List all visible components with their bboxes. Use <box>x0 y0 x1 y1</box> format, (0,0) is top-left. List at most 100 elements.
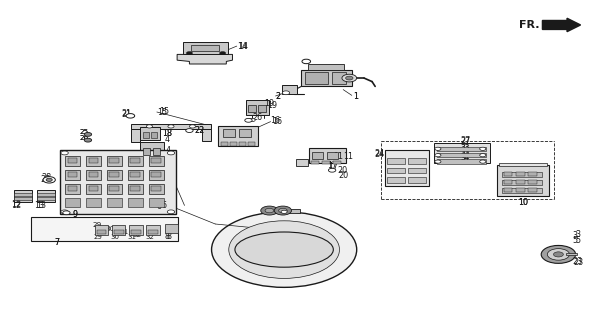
Text: 3: 3 <box>576 230 581 239</box>
Bar <box>14 190 32 202</box>
Text: 10: 10 <box>518 198 528 207</box>
Text: 22: 22 <box>194 126 205 135</box>
Text: 31: 31 <box>128 234 137 240</box>
Bar <box>246 100 269 115</box>
Text: 28: 28 <box>42 173 52 182</box>
Text: 1: 1 <box>353 92 358 100</box>
Text: 4: 4 <box>165 135 170 144</box>
Text: 22: 22 <box>194 126 205 135</box>
Bar <box>114 230 124 234</box>
Bar <box>202 129 211 141</box>
Bar <box>191 45 219 51</box>
Bar <box>65 184 80 194</box>
Bar <box>504 180 512 184</box>
Bar <box>37 197 55 200</box>
Text: 28: 28 <box>40 175 50 184</box>
Bar <box>408 177 426 183</box>
Text: 15: 15 <box>157 108 167 116</box>
Bar <box>312 152 323 159</box>
Bar <box>387 158 405 164</box>
Bar <box>68 158 77 163</box>
Bar <box>31 217 178 241</box>
Text: 21: 21 <box>122 110 132 119</box>
Text: 8: 8 <box>166 232 171 241</box>
Circle shape <box>261 206 278 215</box>
Bar <box>322 161 330 164</box>
Circle shape <box>346 76 353 80</box>
Bar <box>332 72 346 84</box>
Circle shape <box>63 211 70 215</box>
Bar <box>149 170 164 180</box>
Text: 7: 7 <box>54 238 59 247</box>
Text: 20: 20 <box>338 171 348 180</box>
Bar <box>239 129 251 137</box>
Text: 6: 6 <box>156 202 161 211</box>
Bar <box>149 198 164 207</box>
Text: 10: 10 <box>518 198 528 207</box>
Bar <box>437 159 486 164</box>
Text: 34: 34 <box>460 156 469 161</box>
Text: 31: 31 <box>119 229 129 235</box>
Text: 1: 1 <box>353 92 358 100</box>
Bar <box>165 224 178 233</box>
Bar <box>149 156 164 166</box>
Text: 25: 25 <box>80 130 89 135</box>
Text: 23: 23 <box>572 257 582 266</box>
Circle shape <box>435 147 441 150</box>
Text: 3: 3 <box>572 231 577 240</box>
Bar <box>65 198 80 207</box>
Text: 5: 5 <box>572 236 577 245</box>
Text: 9: 9 <box>73 210 77 219</box>
Circle shape <box>167 210 175 214</box>
Bar <box>97 230 106 234</box>
Bar <box>528 172 537 176</box>
Text: FR.: FR. <box>520 20 540 30</box>
Text: 2: 2 <box>276 92 280 101</box>
Bar <box>504 172 512 176</box>
Text: 6: 6 <box>161 201 166 210</box>
Bar <box>14 193 32 196</box>
Text: 33: 33 <box>460 144 469 149</box>
Bar <box>385 150 429 186</box>
Circle shape <box>435 160 441 163</box>
Circle shape <box>229 221 339 278</box>
Circle shape <box>480 154 486 157</box>
Bar <box>86 170 101 180</box>
Circle shape <box>212 212 357 287</box>
Bar <box>86 198 101 207</box>
Bar <box>143 132 149 138</box>
Circle shape <box>61 210 68 214</box>
Bar <box>109 158 119 163</box>
Bar <box>308 64 344 70</box>
Text: 29: 29 <box>93 234 102 240</box>
Bar <box>258 105 266 112</box>
Circle shape <box>480 147 486 150</box>
Bar <box>499 163 547 166</box>
Text: 27: 27 <box>460 136 470 145</box>
Bar <box>130 186 140 191</box>
Bar <box>497 165 549 196</box>
Text: 16: 16 <box>272 117 282 126</box>
Text: 34: 34 <box>460 155 469 161</box>
Bar <box>37 193 55 196</box>
Circle shape <box>281 210 287 213</box>
Text: 26: 26 <box>80 135 89 141</box>
Bar <box>528 180 537 184</box>
Bar <box>218 126 258 146</box>
Bar <box>86 184 101 194</box>
Bar <box>282 85 297 94</box>
Bar <box>516 188 525 192</box>
Text: 12: 12 <box>11 201 21 210</box>
Bar <box>437 153 486 157</box>
Bar <box>387 177 405 183</box>
Bar <box>37 190 55 202</box>
Circle shape <box>541 245 576 263</box>
Circle shape <box>282 91 290 95</box>
Circle shape <box>46 178 52 181</box>
Text: 17: 17 <box>328 162 338 171</box>
Bar <box>504 188 512 192</box>
Text: 32: 32 <box>145 234 154 240</box>
Bar <box>112 225 125 235</box>
Bar <box>230 142 237 146</box>
Polygon shape <box>177 54 232 64</box>
